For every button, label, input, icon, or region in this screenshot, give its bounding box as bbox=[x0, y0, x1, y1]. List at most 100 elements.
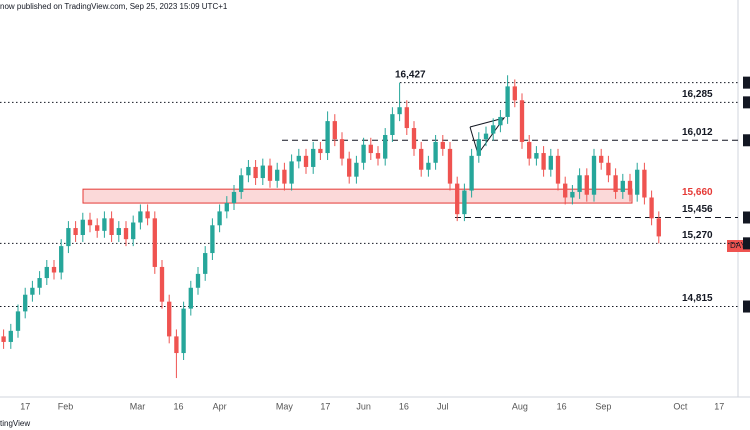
candle-body bbox=[606, 162, 611, 176]
candle-body bbox=[469, 155, 474, 191]
candle-body bbox=[390, 114, 395, 135]
candle-body bbox=[289, 161, 294, 184]
x-tick-label: Feb bbox=[58, 401, 74, 411]
candle-body bbox=[476, 139, 481, 156]
candle-body bbox=[145, 211, 150, 219]
candle-body bbox=[570, 191, 575, 198]
candle-body bbox=[1, 336, 6, 342]
x-tick-label: Sep bbox=[595, 401, 611, 411]
candle-body bbox=[224, 203, 229, 212]
candle-body bbox=[123, 228, 129, 240]
x-tick-label: 16 bbox=[557, 401, 567, 411]
candle-body bbox=[433, 141, 438, 163]
candle-body bbox=[347, 158, 352, 177]
candle-body bbox=[649, 197, 654, 219]
candle-body bbox=[210, 225, 215, 254]
candle-body bbox=[361, 144, 366, 163]
candle-body bbox=[303, 155, 309, 167]
candle-body bbox=[404, 107, 409, 129]
candle-body bbox=[59, 246, 64, 273]
candle-body bbox=[613, 175, 618, 192]
axis-price-box bbox=[743, 300, 750, 313]
candle-body bbox=[440, 141, 445, 149]
x-tick-label: Jul bbox=[437, 401, 449, 411]
zone-label: 15,660 bbox=[682, 187, 713, 198]
candle-body bbox=[44, 266, 49, 279]
candle-body bbox=[447, 148, 453, 184]
candle-body bbox=[253, 166, 258, 179]
x-tick-label: Apr bbox=[213, 401, 227, 411]
x-tick-label: Jun bbox=[356, 401, 371, 411]
candle-body bbox=[505, 86, 510, 117]
candle-body bbox=[203, 253, 208, 274]
level-label: 16,285 bbox=[682, 89, 713, 100]
candle-body bbox=[498, 116, 503, 126]
level-label: 16,427 bbox=[395, 69, 426, 80]
x-tick-label: Aug bbox=[512, 401, 528, 411]
candle-body bbox=[195, 273, 201, 288]
candle-body bbox=[555, 155, 561, 184]
candle-body bbox=[80, 219, 85, 235]
candle-body bbox=[73, 228, 78, 235]
candle-body bbox=[282, 169, 287, 184]
candle-body bbox=[174, 336, 179, 354]
x-tick-label: 17 bbox=[320, 401, 330, 411]
candle-body bbox=[138, 211, 143, 223]
candle-body bbox=[311, 148, 316, 167]
candle-body bbox=[181, 308, 186, 354]
candle-body bbox=[188, 287, 193, 309]
candle-body bbox=[627, 180, 633, 195]
candle-body bbox=[620, 180, 625, 192]
axis-price-box bbox=[743, 134, 750, 147]
candle-body bbox=[656, 218, 661, 237]
candle-body bbox=[354, 162, 359, 177]
candle-body bbox=[23, 294, 28, 312]
candle-body bbox=[519, 100, 525, 142]
candle-body bbox=[339, 139, 345, 159]
x-tick-label: Oct bbox=[673, 401, 688, 411]
candle-body bbox=[491, 125, 496, 134]
candle-body bbox=[426, 162, 431, 170]
x-tick-label: 17 bbox=[714, 401, 724, 411]
candle-body bbox=[246, 166, 251, 176]
candle-body bbox=[548, 155, 553, 170]
candle-body bbox=[217, 211, 222, 226]
candle-body bbox=[599, 155, 604, 163]
candle-body bbox=[527, 141, 532, 159]
zone bbox=[82, 188, 633, 204]
candle-body bbox=[563, 183, 568, 198]
x-tick-label: May bbox=[276, 401, 294, 411]
level-label: 15,270 bbox=[682, 230, 713, 241]
candle-body bbox=[51, 266, 57, 273]
candle-body bbox=[383, 135, 388, 159]
candle-body bbox=[318, 148, 323, 154]
candle-body bbox=[159, 266, 165, 302]
price-tag-text: DAY bbox=[730, 241, 747, 250]
candle-body bbox=[239, 175, 244, 192]
candle-body bbox=[635, 169, 640, 195]
candle-body bbox=[8, 330, 13, 342]
candle-body bbox=[397, 107, 402, 115]
level-label: 14,815 bbox=[682, 293, 713, 304]
axis-price-box bbox=[743, 237, 750, 250]
candle-body bbox=[642, 169, 647, 198]
candle-body bbox=[296, 155, 301, 162]
header: now published on TradingView.com, Sep 25… bbox=[0, 2, 228, 11]
x-tick-label: 16 bbox=[174, 401, 184, 411]
candle-body bbox=[455, 183, 460, 215]
footer: tingView bbox=[0, 419, 30, 428]
candle-body bbox=[591, 155, 597, 195]
candle-body bbox=[131, 222, 136, 240]
candle-body bbox=[267, 165, 273, 181]
candle-body bbox=[375, 153, 381, 159]
candle-body bbox=[15, 311, 21, 331]
candle-body bbox=[411, 128, 417, 149]
candle-body bbox=[534, 153, 539, 159]
candle-body bbox=[260, 165, 265, 179]
candle-body bbox=[275, 169, 280, 181]
candle-body bbox=[152, 218, 157, 267]
level-label: 16,012 bbox=[682, 127, 713, 138]
candle-body bbox=[325, 121, 330, 154]
